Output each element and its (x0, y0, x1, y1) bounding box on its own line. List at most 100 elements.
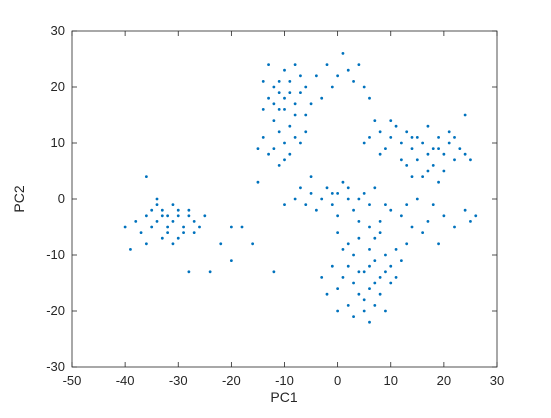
point (277, 164, 281, 167)
point (346, 242, 350, 246)
point (357, 220, 361, 223)
x-tick-label: 20 (437, 373, 451, 388)
point (229, 225, 233, 229)
point (352, 80, 355, 83)
x-axis-label: PC1 (270, 389, 297, 405)
point (192, 231, 196, 235)
point (357, 292, 361, 296)
point (474, 214, 478, 218)
point (150, 208, 154, 212)
point (431, 164, 435, 167)
point (129, 248, 132, 251)
point (426, 220, 430, 223)
point (357, 236, 361, 240)
point (256, 180, 260, 184)
plot-frame (71, 30, 498, 368)
point (208, 270, 212, 274)
point (426, 152, 430, 156)
point (341, 276, 345, 279)
point (453, 158, 456, 162)
point (341, 180, 345, 184)
point (384, 203, 387, 207)
point (314, 74, 318, 78)
point (261, 136, 265, 139)
y-tick-label: 0 (58, 191, 65, 206)
point (155, 220, 159, 223)
y-tick-label: 10 (51, 135, 65, 150)
point (192, 220, 196, 223)
point (272, 270, 276, 274)
point (389, 119, 393, 122)
point (415, 136, 419, 139)
point (171, 242, 175, 246)
point (155, 203, 159, 207)
point (357, 270, 361, 274)
point (187, 214, 191, 218)
x-tick-label: 10 (384, 373, 398, 388)
point (160, 214, 164, 218)
point (187, 208, 191, 212)
y-tick-label: -20 (46, 303, 65, 318)
point (261, 80, 265, 83)
point (187, 270, 191, 274)
point (378, 130, 382, 134)
point (442, 214, 446, 218)
point (352, 253, 355, 257)
point (410, 147, 414, 151)
point (384, 253, 387, 257)
point (463, 208, 467, 212)
point (362, 141, 366, 145)
point (453, 136, 456, 139)
point (198, 225, 201, 229)
point (368, 225, 371, 229)
y-axis-label: PC2 (11, 185, 27, 212)
point (330, 85, 334, 89)
point (309, 102, 313, 106)
point (240, 225, 244, 229)
point (336, 192, 340, 195)
point (352, 208, 355, 212)
point (325, 63, 329, 66)
point (431, 147, 435, 151)
point (309, 192, 313, 195)
point (352, 315, 355, 318)
point (251, 242, 255, 246)
point (325, 186, 329, 190)
point (389, 136, 393, 139)
point (399, 214, 403, 218)
point (277, 108, 281, 111)
point (304, 85, 308, 89)
point (182, 225, 185, 229)
point (288, 91, 292, 94)
point (330, 264, 334, 268)
point (330, 203, 334, 207)
point (144, 175, 148, 179)
point (139, 231, 143, 235)
x-tick-label: -40 (116, 373, 135, 388)
point (362, 309, 366, 313)
point (431, 203, 435, 207)
point (368, 96, 371, 100)
point (336, 309, 340, 313)
point (415, 158, 419, 162)
point (421, 231, 425, 235)
point (410, 225, 414, 229)
point (176, 208, 180, 212)
point (283, 141, 286, 145)
point (144, 214, 148, 218)
point (277, 91, 281, 94)
point (293, 63, 297, 66)
point (293, 136, 297, 139)
point (299, 74, 302, 78)
point (426, 169, 430, 173)
point (373, 304, 377, 307)
point (304, 203, 308, 207)
point (410, 175, 414, 179)
point (256, 147, 260, 151)
point (171, 203, 175, 207)
point (373, 186, 377, 190)
point (272, 102, 276, 106)
point (410, 136, 414, 139)
point (469, 220, 472, 223)
point (346, 68, 350, 72)
